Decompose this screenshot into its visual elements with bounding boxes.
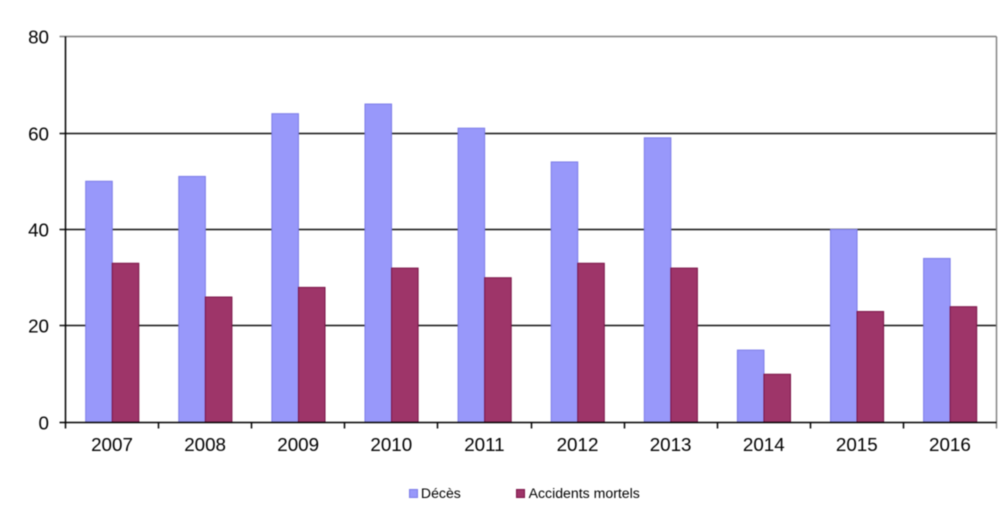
svg-text:2010: 2010 [370, 434, 412, 455]
svg-text:40: 40 [28, 219, 49, 240]
svg-text:Accidents mortels: Accidents mortels [529, 485, 640, 501]
svg-text:60: 60 [28, 123, 49, 144]
svg-text:2007: 2007 [91, 434, 133, 455]
svg-text:2016: 2016 [929, 434, 971, 455]
svg-text:Décès: Décès [421, 485, 461, 501]
svg-text:2012: 2012 [557, 434, 599, 455]
svg-text:80: 80 [28, 26, 49, 47]
svg-text:2009: 2009 [277, 434, 319, 455]
svg-text:2015: 2015 [836, 434, 878, 455]
svg-text:20: 20 [28, 315, 49, 336]
svg-text:2014: 2014 [743, 434, 785, 455]
svg-text:2013: 2013 [650, 434, 692, 455]
svg-text:2011: 2011 [464, 434, 504, 455]
svg-text:2008: 2008 [184, 434, 226, 455]
svg-text:0: 0 [39, 412, 49, 433]
